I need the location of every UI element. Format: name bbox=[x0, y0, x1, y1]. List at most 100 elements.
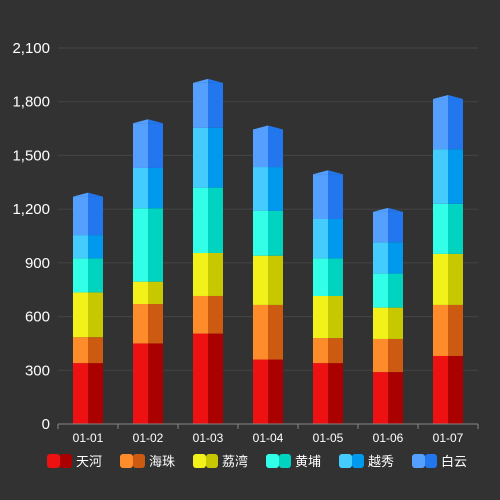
bar-segment-shade bbox=[448, 99, 463, 150]
x-tick-label: 01-01 bbox=[73, 431, 104, 445]
bar-cap-shade bbox=[148, 119, 163, 124]
bar-segment-shade bbox=[268, 129, 283, 168]
bar-segment[interactable] bbox=[373, 273, 388, 308]
legend-swatch-shade bbox=[60, 454, 72, 468]
bar-segment-shade bbox=[268, 210, 283, 256]
bar-segment[interactable] bbox=[313, 338, 328, 364]
bar-segment[interactable] bbox=[133, 343, 148, 424]
bar-segment[interactable] bbox=[433, 355, 448, 424]
bar-cap bbox=[73, 192, 88, 197]
bar-segment[interactable] bbox=[253, 167, 268, 211]
bar-cap-shade bbox=[388, 207, 403, 212]
bar-segment-shade bbox=[268, 359, 283, 424]
bar-segment-shade bbox=[328, 363, 343, 424]
x-tick-label: 01-05 bbox=[313, 431, 344, 445]
y-tick-label: 1,800 bbox=[12, 94, 50, 111]
bar-segment[interactable] bbox=[193, 82, 208, 128]
bar-segment[interactable] bbox=[73, 363, 88, 424]
bar-cap bbox=[313, 170, 328, 175]
bar-segment[interactable] bbox=[313, 295, 328, 339]
bar-segment[interactable] bbox=[133, 167, 148, 209]
bar-cap-shade bbox=[328, 170, 343, 175]
x-tick-label: 01-02 bbox=[133, 431, 164, 445]
bar-segment[interactable] bbox=[133, 281, 148, 305]
legend-label: 白云 bbox=[441, 454, 467, 470]
bar-segment[interactable] bbox=[253, 255, 268, 305]
x-tick-label: 01-03 bbox=[193, 431, 224, 445]
bar-segment[interactable] bbox=[73, 258, 88, 293]
bar-segment-shade bbox=[388, 211, 403, 243]
bar-segment-shade bbox=[448, 304, 463, 356]
bar-segment[interactable] bbox=[253, 359, 268, 424]
legend-item[interactable]: 白云 bbox=[412, 454, 467, 470]
bar-segment[interactable] bbox=[73, 337, 88, 364]
bar-segment[interactable] bbox=[253, 129, 268, 168]
bar-cap-shade bbox=[448, 95, 463, 100]
bar-segment[interactable] bbox=[433, 304, 448, 356]
bar-stack[interactable] bbox=[433, 95, 463, 424]
bar-segment-shade bbox=[388, 372, 403, 424]
legend[interactable]: 天河 海珠 荔湾 黄埔 越秀 白云 bbox=[47, 454, 467, 470]
bar-segment[interactable] bbox=[373, 242, 388, 274]
bar-segment[interactable] bbox=[253, 210, 268, 256]
legend-item[interactable]: 荔湾 bbox=[193, 454, 248, 470]
y-axis: 0 300 600 900 1,200 1,500 1,800 2,100 bbox=[12, 40, 50, 433]
bar-segment[interactable] bbox=[193, 253, 208, 296]
bar-segment[interactable] bbox=[253, 304, 268, 360]
legend-swatch-shade bbox=[425, 454, 437, 468]
bar-stack[interactable] bbox=[253, 125, 283, 424]
bar-segment[interactable] bbox=[193, 333, 208, 424]
bar-segment[interactable] bbox=[73, 196, 88, 236]
bar-segment[interactable] bbox=[133, 123, 148, 168]
legend-label: 越秀 bbox=[368, 455, 394, 470]
legend-item[interactable]: 越秀 bbox=[339, 454, 394, 470]
bar-cap bbox=[253, 125, 268, 130]
bar-segment-shade bbox=[268, 167, 283, 211]
bar-segment[interactable] bbox=[373, 338, 388, 373]
bar-segment-shade bbox=[328, 218, 343, 259]
bar-segment[interactable] bbox=[433, 99, 448, 150]
bar-segment[interactable] bbox=[373, 211, 388, 243]
bar-cap-shade bbox=[88, 192, 103, 197]
x-axis: 01-01 01-02 01-03 01-04 01-05 01-06 01-07 bbox=[57, 423, 479, 445]
legend-item[interactable]: 海珠 bbox=[120, 454, 175, 470]
legend-item[interactable]: 天河 bbox=[47, 454, 102, 470]
bar-segment[interactable] bbox=[73, 235, 88, 259]
bar-segment-shade bbox=[268, 255, 283, 305]
bars bbox=[73, 78, 463, 424]
bar-stack[interactable] bbox=[133, 119, 163, 424]
bar-stack[interactable] bbox=[193, 78, 223, 424]
bar-segment[interactable] bbox=[133, 208, 148, 282]
bar-segment[interactable] bbox=[133, 304, 148, 344]
bar-stack[interactable] bbox=[73, 192, 103, 424]
bar-segment[interactable] bbox=[433, 203, 448, 254]
bar-segment[interactable] bbox=[433, 253, 448, 305]
bar-stack[interactable] bbox=[313, 170, 343, 424]
legend-swatch-shade bbox=[279, 454, 291, 468]
legend-item[interactable]: 黄埔 bbox=[266, 454, 321, 470]
bar-segment-shade bbox=[208, 127, 223, 188]
bar-stack[interactable] bbox=[373, 207, 403, 424]
bar-cap-shade bbox=[268, 125, 283, 130]
legend-swatch bbox=[339, 454, 352, 468]
bar-segment[interactable] bbox=[313, 218, 328, 259]
legend-swatch bbox=[120, 454, 133, 468]
y-tick-label: 600 bbox=[25, 309, 50, 326]
bar-segment-shade bbox=[208, 187, 223, 254]
bar-segment[interactable] bbox=[313, 258, 328, 296]
bar-segment[interactable] bbox=[313, 363, 328, 424]
bar-segment-shade bbox=[448, 203, 463, 254]
bar-segment-shade bbox=[148, 343, 163, 424]
bar-cap bbox=[433, 95, 448, 100]
bar-segment[interactable] bbox=[193, 295, 208, 334]
bar-cap bbox=[373, 207, 388, 212]
bar-segment[interactable] bbox=[73, 292, 88, 338]
bar-segment[interactable] bbox=[373, 307, 388, 339]
bar-segment[interactable] bbox=[373, 372, 388, 424]
bar-segment[interactable] bbox=[193, 187, 208, 254]
bar-segment-shade bbox=[148, 281, 163, 305]
bar-segment[interactable] bbox=[313, 174, 328, 219]
bar-segment[interactable] bbox=[433, 149, 448, 204]
bar-segment[interactable] bbox=[193, 127, 208, 188]
